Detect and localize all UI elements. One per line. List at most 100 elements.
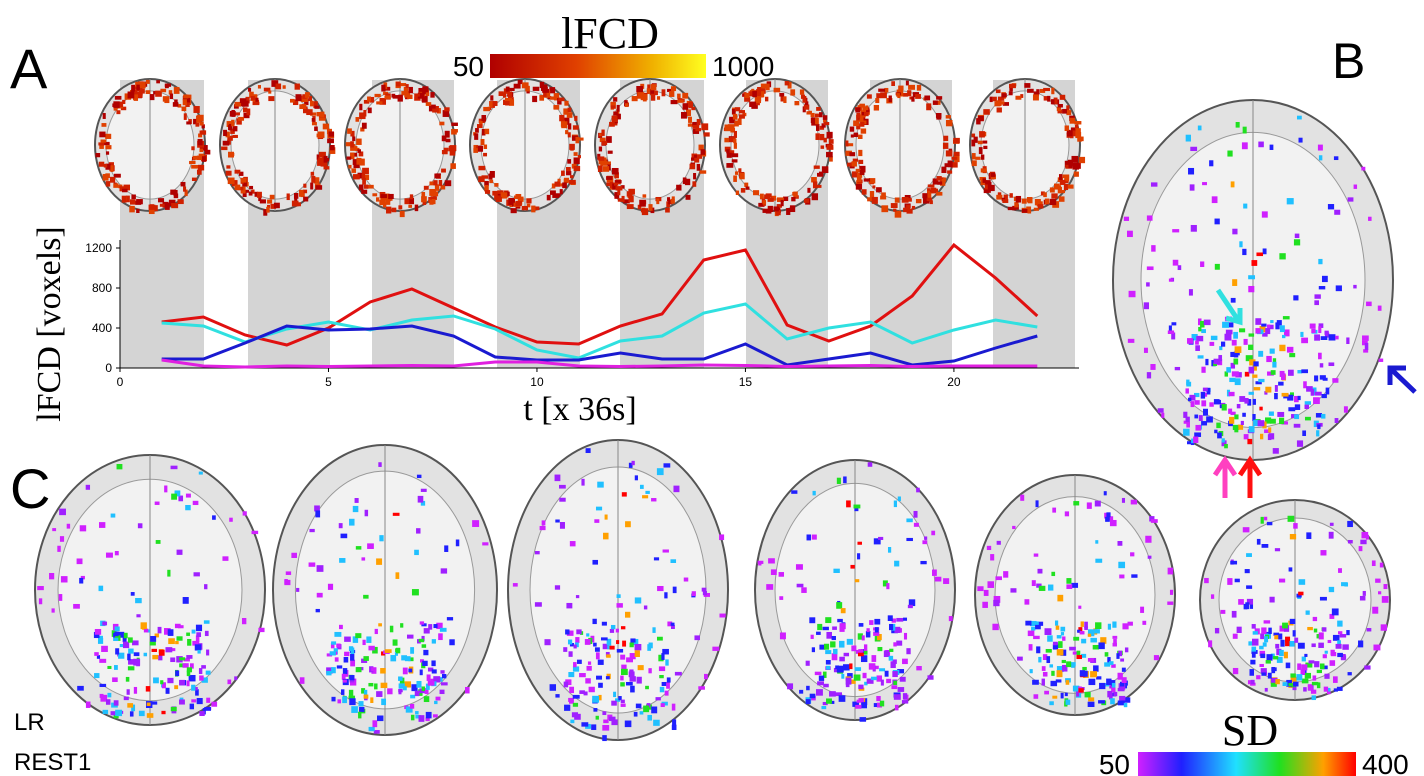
activation <box>1061 632 1064 635</box>
activation <box>112 103 119 107</box>
activation <box>1233 332 1238 339</box>
activation <box>1060 627 1065 632</box>
activation <box>438 633 443 640</box>
activation <box>1341 582 1348 586</box>
activation <box>1124 217 1129 221</box>
activation <box>432 639 436 643</box>
activation <box>101 123 106 127</box>
activation <box>1093 645 1099 650</box>
activation <box>482 542 488 545</box>
activation <box>645 686 649 689</box>
activation <box>363 656 368 661</box>
activation <box>1161 413 1164 418</box>
activation <box>566 167 571 171</box>
activation <box>1314 294 1320 298</box>
activation <box>372 720 377 727</box>
activation <box>1060 95 1066 100</box>
activation <box>179 680 185 685</box>
activation <box>1243 127 1247 134</box>
y-tick-label: 1200 <box>85 241 112 255</box>
activation <box>434 701 437 704</box>
activation <box>1204 320 1211 325</box>
activation <box>102 622 107 626</box>
activation <box>712 647 719 651</box>
activation <box>1056 626 1060 630</box>
activation <box>1128 622 1133 626</box>
activation <box>1285 640 1289 646</box>
activation <box>1318 259 1322 264</box>
activation <box>698 686 705 689</box>
activation <box>565 629 569 634</box>
activation <box>857 177 862 182</box>
activation <box>311 172 314 176</box>
panel-label: C <box>10 457 50 520</box>
x-tick-label: 15 <box>739 375 753 389</box>
activation <box>106 151 109 154</box>
activation <box>1279 650 1284 656</box>
activation <box>189 161 195 164</box>
activation <box>330 145 335 150</box>
activation <box>1095 622 1101 629</box>
activation <box>1294 414 1299 419</box>
activation <box>791 490 797 493</box>
activation <box>563 647 567 652</box>
activation <box>195 123 199 127</box>
activation <box>99 659 106 663</box>
activation <box>881 680 884 686</box>
activation <box>1120 658 1124 661</box>
activation <box>1320 597 1327 601</box>
activation <box>126 677 130 682</box>
activation <box>1251 260 1257 266</box>
activation <box>1009 91 1013 95</box>
activation <box>114 700 119 705</box>
activation <box>199 675 203 680</box>
y-tick-label: 0 <box>105 361 112 375</box>
activation <box>160 204 165 207</box>
activation <box>1307 627 1313 630</box>
activation <box>1337 621 1342 627</box>
activation <box>115 551 119 555</box>
activation <box>1260 434 1263 440</box>
activation <box>235 185 241 190</box>
activation <box>746 186 750 189</box>
activation <box>812 535 817 540</box>
activation <box>690 164 696 170</box>
activation <box>171 466 178 470</box>
activation <box>993 600 999 606</box>
activation <box>1044 691 1049 695</box>
activation <box>941 167 946 173</box>
activation <box>368 683 373 686</box>
activation <box>599 161 604 164</box>
activation <box>1260 633 1264 639</box>
activation <box>1314 661 1319 667</box>
activation <box>193 106 199 113</box>
activation <box>418 496 424 503</box>
activation <box>1037 569 1042 574</box>
activation <box>450 163 456 169</box>
activation <box>832 653 838 660</box>
activation <box>1258 142 1264 148</box>
activation <box>1259 664 1263 667</box>
activation <box>1028 631 1035 636</box>
activation <box>1119 575 1124 579</box>
activation <box>863 673 867 678</box>
activation <box>854 505 861 509</box>
activation <box>1323 378 1328 381</box>
activation <box>1098 700 1105 703</box>
activation <box>428 624 432 630</box>
activation <box>574 645 577 649</box>
arrow <box>1240 460 1260 498</box>
activation <box>191 685 195 691</box>
activation <box>442 674 446 678</box>
activation <box>611 625 615 629</box>
activation <box>130 199 136 204</box>
activation <box>385 649 392 653</box>
activation <box>1078 606 1081 609</box>
activation <box>566 171 571 175</box>
activation <box>326 671 331 675</box>
activation <box>997 107 1002 112</box>
activation <box>673 486 679 493</box>
activation <box>1061 693 1064 699</box>
activation <box>370 697 373 703</box>
activation <box>398 95 403 101</box>
